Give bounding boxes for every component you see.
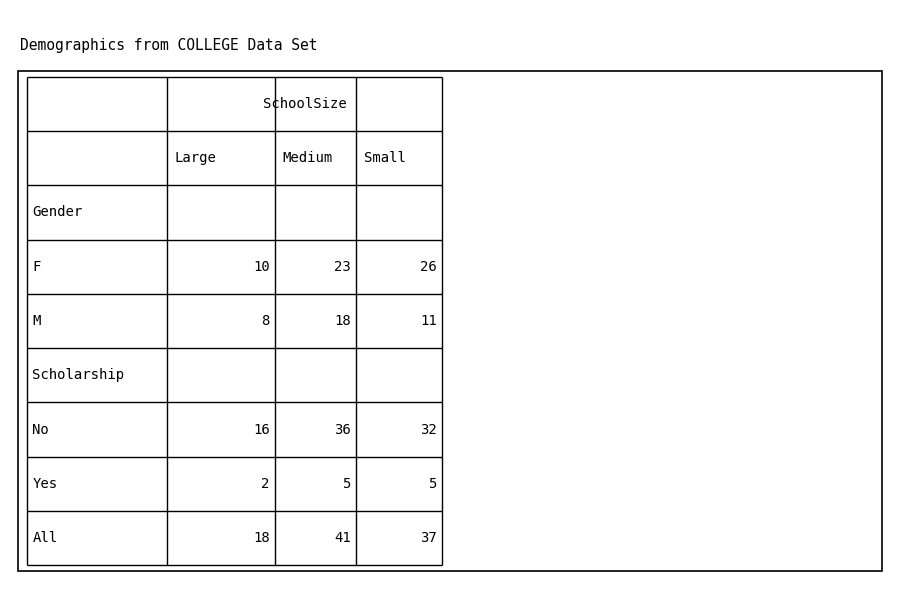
Text: 2: 2 <box>262 477 270 491</box>
Text: 18: 18 <box>334 314 351 328</box>
Bar <box>18 71 882 571</box>
Text: Demographics from COLLEGE Data Set: Demographics from COLLEGE Data Set <box>20 38 318 53</box>
Text: 18: 18 <box>253 531 270 545</box>
Text: Gender: Gender <box>32 206 83 219</box>
Text: F: F <box>32 260 41 274</box>
Text: 32: 32 <box>419 423 437 436</box>
Text: Medium: Medium <box>282 151 333 165</box>
Text: Yes: Yes <box>32 477 58 491</box>
Text: Scholarship: Scholarship <box>32 368 124 382</box>
Text: SchoolSize: SchoolSize <box>262 97 346 111</box>
Text: No: No <box>32 423 50 436</box>
Text: M: M <box>32 314 41 328</box>
Text: 41: 41 <box>334 531 351 545</box>
Text: 16: 16 <box>253 423 270 436</box>
Text: 8: 8 <box>262 314 270 328</box>
Text: 36: 36 <box>334 423 351 436</box>
Text: 37: 37 <box>419 531 437 545</box>
Text: All: All <box>32 531 58 545</box>
Text: 11: 11 <box>419 314 437 328</box>
Text: 5: 5 <box>343 477 351 491</box>
Text: Large: Large <box>174 151 216 165</box>
Text: 10: 10 <box>253 260 270 274</box>
Text: 26: 26 <box>419 260 437 274</box>
Text: 23: 23 <box>334 260 351 274</box>
Text: 5: 5 <box>428 477 437 491</box>
Text: Small: Small <box>364 151 405 165</box>
